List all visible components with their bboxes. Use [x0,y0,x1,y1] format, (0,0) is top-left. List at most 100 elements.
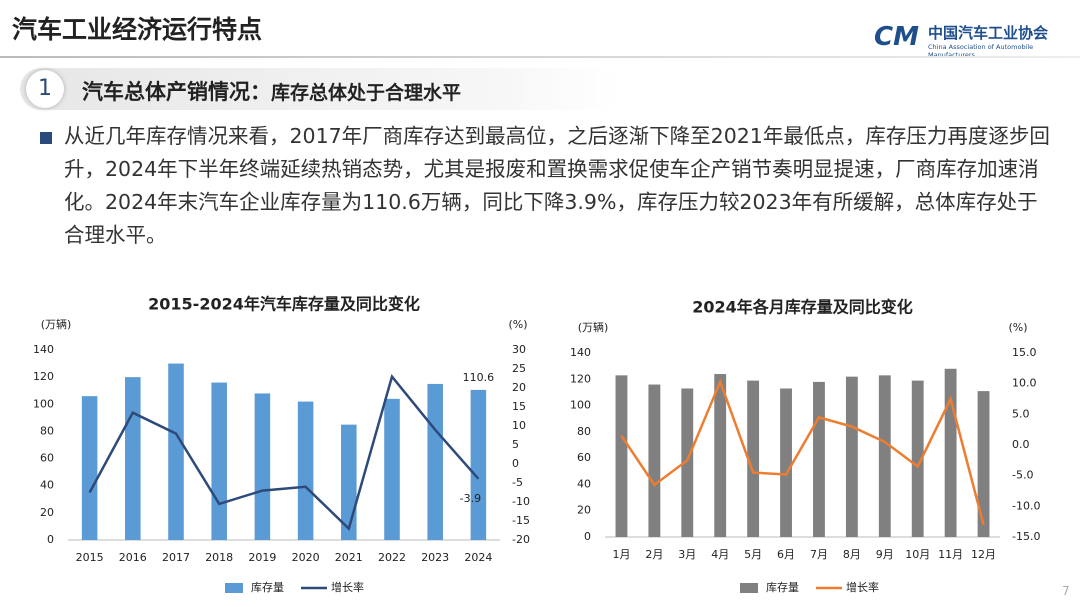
logo-cn: 中国汽车工业协会 [928,24,1049,42]
y2-tick-label: 15.0 [1012,346,1037,359]
bar [211,382,227,540]
value-label: -3.9 [460,492,481,505]
y-tick-label: 120 [570,372,591,385]
bar [845,376,858,537]
bullet [40,132,52,144]
y-tick-label: 100 [33,397,54,410]
bar [977,391,990,537]
y2-tick-label: 5 [512,438,519,451]
x-tick-label: 4月 [711,548,729,561]
y2-tick-label: -5 [512,476,523,489]
y-tick-label: 100 [570,399,591,412]
bar [878,375,891,537]
bar [254,393,271,540]
y2-tick-label: 5.0 [1012,407,1030,420]
x-tick-label: 11月 [938,548,963,561]
x-tick-label: 2019 [248,551,276,564]
legend-label: 库存量 [251,580,284,594]
y-tick-label: 40 [40,479,54,492]
value-label: 110.6 [463,371,495,384]
section-number: 1 [26,70,64,108]
section-title: 汽车总体产销情况： [82,80,271,104]
logo: 中国汽车工业协会 China Association of Automobile … [874,22,1080,59]
bar [81,396,98,540]
y-tick-label: 140 [570,346,591,359]
x-tick-label: 7月 [810,548,828,561]
line [620,378,985,526]
x-tick-label: 6月 [777,548,795,561]
bar [427,383,443,540]
bar [681,388,694,537]
x-tick-label: 2017 [162,551,190,564]
y-tick-label: 80 [40,424,54,437]
y2-tick-label: 10 [512,419,526,432]
slide-title: 汽车工业经济运行特点 [12,15,263,44]
chart-title: 2015-2024年汽车库存量及同比变化 [148,295,420,314]
bar [615,375,628,537]
x-tick-label: 5月 [744,548,762,561]
legend-label: 增长率 [846,580,879,594]
x-tick-label: 2月 [645,548,663,561]
y2-tick-label: 20 [512,381,526,394]
section-subtitle: 库存总体处于合理水平 [271,82,462,104]
bar [470,389,487,540]
x-tick-label: 12月 [971,548,996,561]
legend-label: 增长率 [331,580,364,594]
y-tick-label: 60 [577,451,591,464]
y-tick-label: 20 [577,504,591,517]
legend-label: 库存量 [766,580,799,594]
y2-unit: (%) [1008,321,1027,334]
y2-tick-label: -5.0 [1012,469,1033,482]
y-tick-label: 40 [577,477,591,490]
y2-tick-label: 30 [512,343,526,356]
bar [714,374,727,537]
bar [780,388,792,537]
y2-tick-label: 25 [512,362,526,375]
x-tick-label: 2024 [464,551,492,564]
y-tick-label: 140 [33,343,54,356]
y2-tick-label: 0.0 [1012,438,1030,451]
divider [0,56,1080,58]
y-tick-label: 0 [584,530,591,543]
bar [747,380,760,537]
y2-tick-label: -15.0 [1012,530,1040,543]
x-tick-label: 2022 [378,551,406,564]
bar [813,381,825,537]
y2-tick-label: -10.0 [1012,499,1040,512]
y2-tick-label: 15 [512,400,526,413]
x-tick-label: 10月 [905,548,930,561]
y2-tick-label: 10.0 [1012,377,1037,390]
y-tick-label: 60 [40,452,54,465]
page-number: 7 [1062,584,1070,598]
line [88,373,480,531]
legend-swatch [225,583,243,593]
y-tick-label: 20 [40,506,54,519]
logo-mark: CM [874,22,919,52]
chart-title: 2024年各月库存量及同比变化 [692,298,913,317]
x-tick-label: 3月 [678,548,696,561]
x-tick-label: 9月 [876,548,894,561]
bar [297,401,314,540]
bar [125,377,141,540]
x-tick-label: 8月 [843,548,861,561]
bar [168,363,184,540]
y-unit: (万辆) [41,317,72,331]
x-tick-label: 2016 [119,551,147,564]
x-tick-label: 2023 [421,551,449,564]
x-tick-label: 2018 [205,551,233,564]
y2-tick-label: -10 [512,495,530,508]
bar [648,384,661,537]
y-tick-label: 0 [47,533,54,546]
x-tick-label: 2021 [335,551,363,564]
logo-en: China Association of Automobile Manufact… [928,43,1034,59]
bar [911,380,924,537]
x-tick-label: 2020 [292,551,320,564]
bar [944,368,957,537]
y2-tick-label: -20 [512,533,530,546]
section-band [20,68,620,110]
y-tick-label: 80 [577,425,591,438]
y2-tick-label: -15 [512,514,530,527]
x-tick-label: 1月 [612,548,630,561]
y-tick-label: 120 [33,370,54,383]
